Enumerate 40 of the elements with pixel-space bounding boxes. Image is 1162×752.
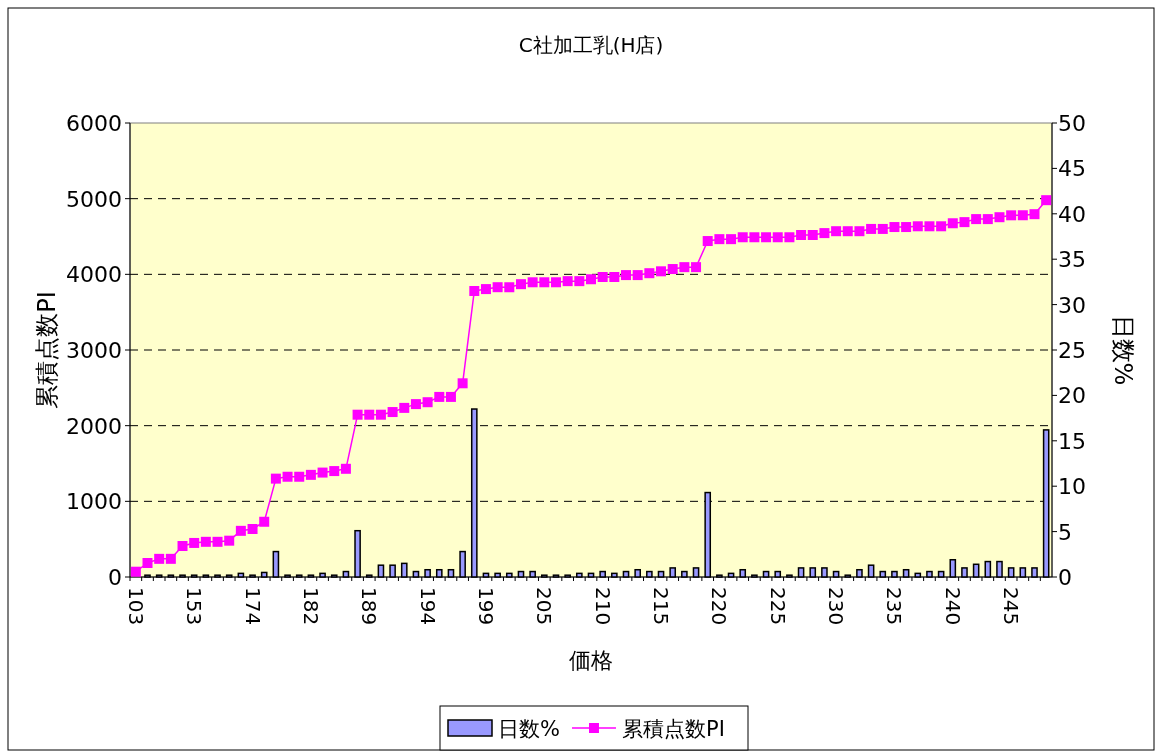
- y-tick-label: 0: [108, 565, 122, 590]
- y2-tick-label: 25: [1058, 338, 1086, 363]
- x-tick-label: 225: [765, 587, 790, 626]
- y2-tick-label: 35: [1058, 247, 1086, 273]
- x-tick-label: 210: [590, 587, 615, 626]
- y-tick-label: 2000: [66, 413, 122, 439]
- y2-tick-label: 0: [1058, 565, 1072, 590]
- y2-tick-label: 40: [1058, 201, 1086, 227]
- x-tick-label: 245: [999, 587, 1024, 626]
- y-tick-label: 6000: [66, 111, 122, 136]
- y2-tick-label: 5: [1058, 519, 1072, 545]
- x-tick-label: 240: [940, 587, 965, 626]
- y-tick-label: 1000: [66, 489, 122, 515]
- x-tick-label: 189: [357, 587, 382, 626]
- x-tick-label: 205: [532, 587, 557, 626]
- y-tick-label: 3000: [66, 338, 122, 363]
- x-tick-label: 194: [415, 587, 440, 626]
- x-tick-label: 230: [824, 587, 849, 626]
- y-tick-label: 5000: [66, 186, 122, 212]
- y2-tick-label: 45: [1058, 156, 1086, 182]
- x-tick-label: 215: [649, 587, 674, 626]
- x-tick-label: 220: [707, 587, 732, 626]
- x-tick-label: 174: [240, 587, 265, 626]
- x-axis-title: 価格: [569, 648, 613, 673]
- x-tick-label: 182: [298, 587, 323, 626]
- y2-tick-label: 30: [1058, 292, 1086, 318]
- x-tick-label: 153: [182, 587, 207, 626]
- y-tick-label: 4000: [66, 262, 122, 288]
- legend-label: 日数%: [498, 717, 560, 741]
- legend-label: 累積点数PI: [621, 717, 725, 741]
- x-tick-label: 235: [882, 587, 907, 626]
- chart-title: C社加工乳(H店): [518, 33, 664, 57]
- y2-tick-label: 50: [1058, 111, 1086, 136]
- x-tick-label: 199: [473, 587, 498, 626]
- y2-tick-label: 20: [1058, 383, 1086, 409]
- y2-tick-label: 10: [1058, 474, 1086, 500]
- y2-axis-title: 日数%: [1109, 314, 1137, 386]
- x-tick-label: 103: [123, 587, 148, 626]
- y2-tick-label: 15: [1058, 428, 1086, 454]
- y-axis-title: 累積点数PI: [33, 291, 61, 409]
